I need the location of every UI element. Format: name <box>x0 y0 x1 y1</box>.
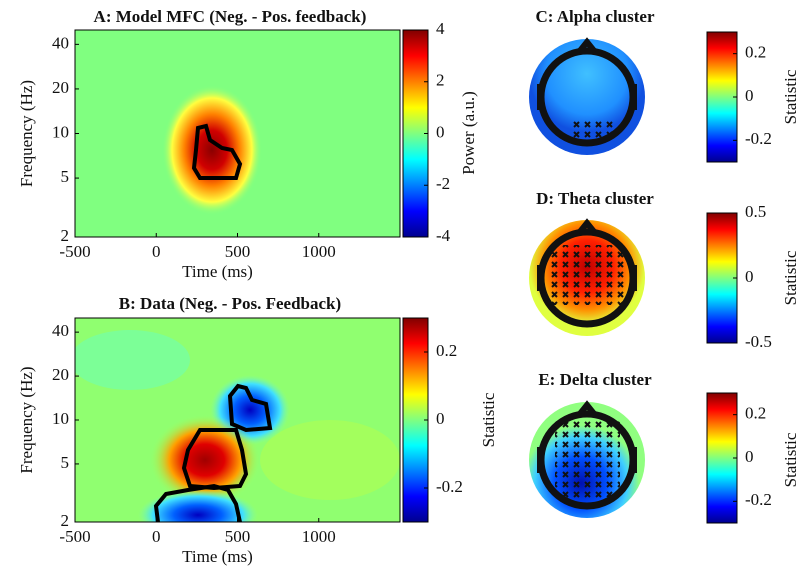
panel-title: C: Alpha cluster <box>536 7 655 26</box>
colorbar <box>402 29 429 238</box>
x-tick-label: -500 <box>59 242 90 261</box>
y-tick-label: 40 <box>52 33 69 52</box>
x-tick-label: -500 <box>59 527 90 546</box>
y-tick-label: 40 <box>52 321 69 340</box>
colorbar-tick-label: 0 <box>745 267 754 286</box>
colorbar-tick-label: 0 <box>436 122 445 141</box>
y-tick-label: 20 <box>52 365 69 384</box>
colorbar-tick-label: -0.2 <box>745 490 772 509</box>
colorbar <box>706 212 738 344</box>
x-tick-label: 500 <box>225 527 251 546</box>
colorbar-label: Power (a.u.) <box>459 91 478 175</box>
colorbar-tick-label: -0.2 <box>745 129 772 148</box>
y-axis-label: Frequency (Hz) <box>17 366 36 473</box>
y-axis-label: Frequency (Hz) <box>17 80 36 187</box>
y-tick-label: 10 <box>52 122 69 141</box>
x-tick-label: 500 <box>225 242 251 261</box>
panel-title: D: Theta cluster <box>536 189 654 208</box>
y-tick-label: 5 <box>61 167 70 186</box>
heatmap-b <box>75 318 400 522</box>
x-axis-label: Time (ms) <box>182 262 253 281</box>
colorbar-label: Statistic <box>479 392 498 447</box>
panel-title: E: Delta cluster <box>538 370 652 389</box>
topoplot-c <box>529 37 645 155</box>
heatmap-a <box>75 30 400 237</box>
colorbar-tick-label: -2 <box>436 174 450 193</box>
colorbar-tick-label: -0.2 <box>436 477 463 496</box>
colorbar-label: Statistic <box>781 432 798 487</box>
colorbar-tick-label: -0.5 <box>745 332 772 351</box>
colorbar-tick-label: 2 <box>436 71 445 90</box>
colorbar <box>706 31 738 163</box>
colorbar-tick-label: 0.2 <box>436 341 457 360</box>
colorbar-tick-label: 0.2 <box>745 43 766 62</box>
x-tick-label: 1000 <box>302 527 336 546</box>
topoplot-e <box>529 400 645 518</box>
y-tick-label: 10 <box>52 409 69 428</box>
colorbar-tick-label: -4 <box>436 226 451 245</box>
colorbar-tick-label: 0.5 <box>745 202 766 221</box>
x-tick-label: 0 <box>152 527 161 546</box>
x-axis-label: Time (ms) <box>182 547 253 566</box>
topoplot-d <box>529 218 645 336</box>
panel-title: A: Model MFC (Neg. - Pos. feedback) <box>94 7 367 26</box>
colorbar-tick-label: 0 <box>745 447 754 466</box>
panel-title: B: Data (Neg. - Pos. Feedback) <box>119 294 341 313</box>
x-tick-label: 0 <box>152 242 161 261</box>
colorbar-tick-label: 0.2 <box>745 404 766 423</box>
colorbar-tick-label: 0 <box>745 86 754 105</box>
colorbar <box>706 392 738 524</box>
colorbar-label: Statistic <box>781 250 798 305</box>
colorbar-label: Statistic <box>781 69 798 124</box>
y-tick-label: 2 <box>61 226 70 245</box>
y-tick-label: 20 <box>52 78 69 97</box>
colorbar-tick-label: 0 <box>436 409 445 428</box>
y-tick-label: 5 <box>61 453 70 472</box>
x-tick-label: 1000 <box>302 242 336 261</box>
colorbar-tick-label: 4 <box>436 19 445 38</box>
y-tick-label: 2 <box>61 511 70 530</box>
